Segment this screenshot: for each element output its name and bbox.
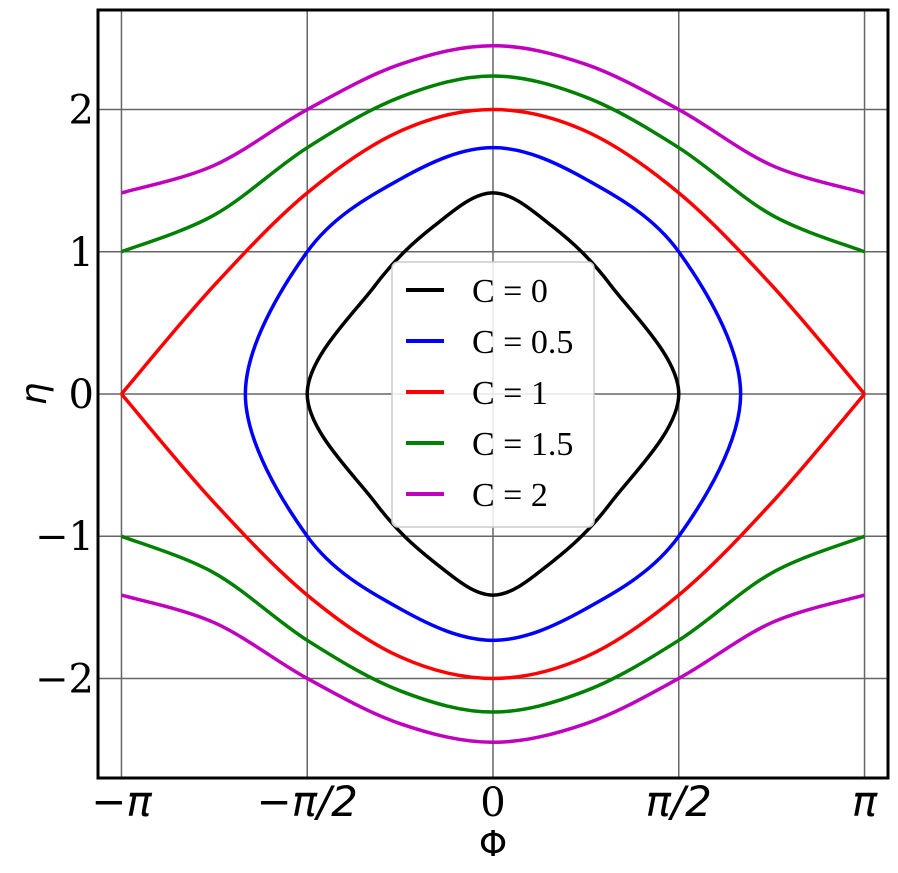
y-tick-label-4: 2 [69, 88, 94, 134]
x-tick-label-4: π [852, 777, 878, 826]
series-line-3-lower [120, 534, 866, 714]
y-tick-label-0: −2 [35, 656, 94, 702]
y-tick-label-1: −1 [35, 514, 94, 560]
legend-label-3: C = 1.5 [472, 426, 573, 463]
x-tick-label-0: −π [91, 777, 152, 826]
legend-label-2: C = 1 [472, 375, 548, 412]
series-lines [120, 43, 866, 745]
series-line-2-lower [120, 392, 866, 681]
x-axis-label: Φ [479, 824, 507, 865]
series-line-0 [305, 191, 681, 597]
series-line-4-upper [120, 43, 866, 195]
series-line-3-upper [120, 74, 866, 254]
y-tick-label-2: 0 [69, 372, 94, 418]
legend-label-0: C = 0 [472, 273, 548, 310]
x-tick-label-2: 0 [480, 780, 505, 826]
series-line-2-upper [120, 107, 866, 396]
series-line-4-lower [120, 593, 866, 745]
legend: C = 0 C = 0.5 C = 1 C = 1.5 C = 2 [391, 261, 595, 528]
x-tick-label-3: π/2 [646, 777, 712, 826]
legend-label-4: C = 2 [472, 477, 548, 514]
x-tick-label-1: −π/2 [257, 777, 358, 826]
y-tick-label-3: 1 [69, 230, 94, 276]
tick-labels: −π −π/2 0 π/2 π −2 −1 0 1 2 [35, 88, 878, 826]
series-line-1 [243, 145, 743, 643]
legend-label-1: C = 0.5 [472, 324, 573, 361]
plot-frame [96, 8, 890, 780]
legend-box [391, 261, 595, 528]
y-axis-label: η [14, 383, 55, 406]
